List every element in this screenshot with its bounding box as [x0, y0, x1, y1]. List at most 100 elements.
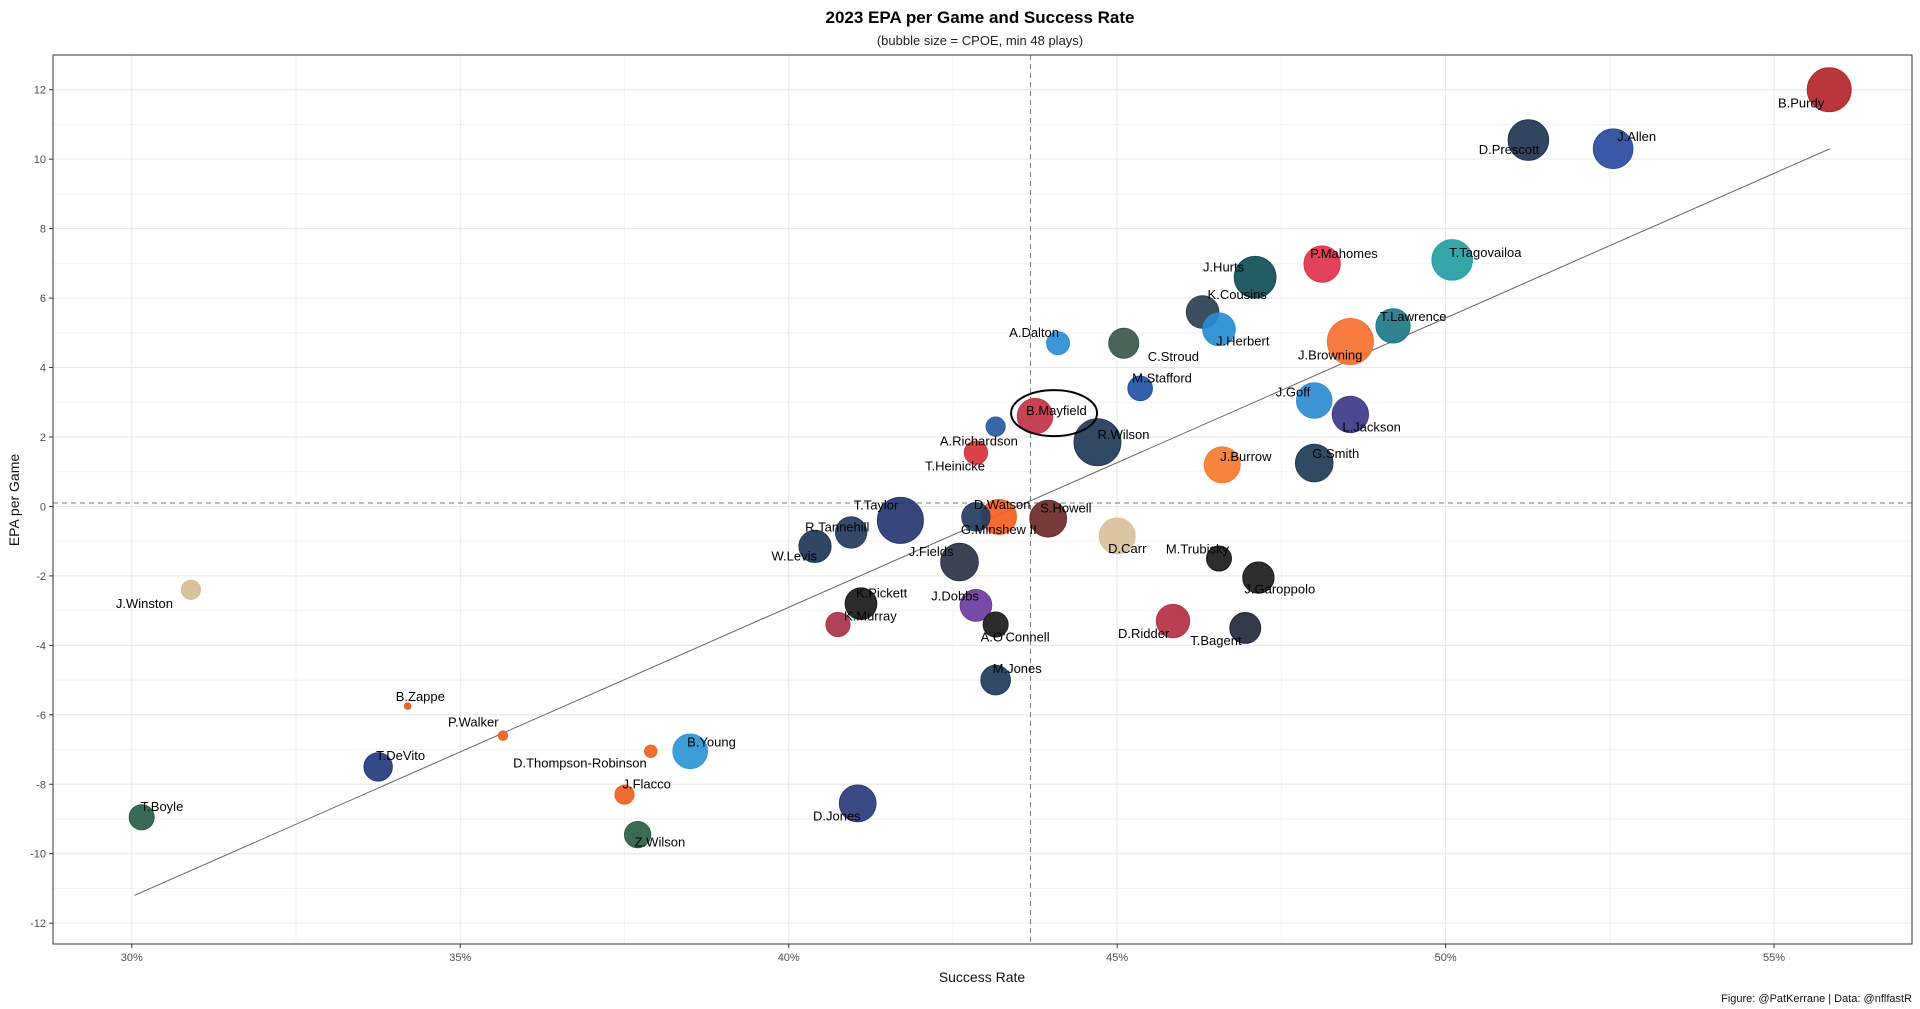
bubble — [838, 784, 877, 823]
point-label: A.Richardson — [940, 434, 1018, 449]
bubble — [497, 730, 509, 741]
y-tick-label: 10 — [34, 154, 46, 166]
highlight-ellipse — [1010, 389, 1099, 438]
point-label: B.Zappe — [396, 689, 445, 704]
y-tick-label: 4 — [40, 363, 46, 375]
bubble — [963, 440, 989, 465]
point-label: T.Taylor — [854, 497, 899, 512]
bubble — [1108, 327, 1140, 359]
panel-border — [52, 54, 1913, 945]
bubble — [798, 529, 832, 563]
point-label: B.Purdy — [1778, 96, 1825, 111]
bubble — [180, 579, 202, 600]
y-tick-label: 12 — [34, 85, 46, 97]
y-tick-label: 2 — [40, 432, 46, 444]
point-label: A.Dalton — [1009, 325, 1059, 340]
bubble — [1155, 603, 1191, 639]
point-label: R.Wilson — [1097, 427, 1149, 442]
bubble — [959, 589, 993, 622]
point-label: J.Flacco — [622, 777, 670, 792]
bubble — [1202, 312, 1236, 347]
bubble — [1127, 375, 1153, 402]
bubble — [940, 542, 979, 582]
chart-caption: Figure: @PatKerrane | Data: @nflfastR — [1721, 993, 1912, 1005]
x-tick-label: 45% — [1106, 952, 1128, 964]
highlight — [1010, 389, 1099, 438]
x-axis-label: Success Rate — [939, 969, 1026, 985]
bubble — [1229, 612, 1262, 644]
grid — [53, 55, 1912, 944]
point-label: J.Fields — [909, 544, 954, 559]
bubble — [844, 587, 878, 621]
point-label: J.Garoppolo — [1244, 582, 1315, 597]
point-label: D.Jones — [813, 808, 861, 823]
bubble — [1303, 245, 1341, 283]
point-label: J.Burrow — [1220, 449, 1272, 464]
bubble — [1046, 331, 1070, 356]
y-axis-ticks: -12 -10 -8 -6 -4 -2 0 2 4 6 8 10 12 — [30, 85, 53, 930]
x-tick-label: 35% — [449, 952, 471, 964]
point-label: P.Mahomes — [1310, 246, 1378, 261]
point-label: D.Ridder — [1118, 626, 1170, 641]
bubble — [1205, 545, 1232, 572]
point-label: T.DeVito — [376, 748, 425, 763]
x-tick-label: 50% — [1435, 952, 1457, 964]
point-label: P.Walker — [448, 715, 499, 730]
bubble — [1029, 499, 1068, 538]
point-label: J.Allen — [1617, 129, 1656, 144]
y-tick-label: 6 — [40, 293, 46, 305]
point-label: J.Hurts — [1203, 259, 1245, 274]
bubble — [1233, 255, 1277, 299]
point-label: L.Jackson — [1342, 419, 1401, 434]
y-tick-label: -4 — [36, 640, 46, 652]
point-label: T.Lawrence — [1380, 309, 1446, 324]
y-tick-label: 8 — [40, 224, 46, 236]
point-label: W.Levis — [771, 548, 817, 563]
point-label: R.Tannehill — [805, 519, 869, 534]
y-tick-label: -8 — [36, 779, 46, 791]
x-tick-label: 55% — [1763, 952, 1785, 964]
bubble — [1431, 239, 1473, 281]
bubble — [1507, 119, 1550, 161]
bubble — [624, 820, 652, 849]
point-label: T.Tagovailoa — [1449, 245, 1522, 260]
bubble — [403, 702, 412, 710]
bubble — [834, 516, 868, 549]
bubble — [1294, 443, 1334, 483]
bubble — [672, 733, 709, 770]
bubble — [825, 611, 851, 638]
point-label: T.Heinicke — [925, 459, 985, 474]
point-label: B.Young — [687, 734, 736, 749]
x-tick-label: 30% — [121, 952, 143, 964]
bubble — [980, 664, 1011, 696]
point-label: K.Cousins — [1208, 287, 1268, 302]
bubble — [1295, 382, 1333, 419]
bubbles — [128, 67, 1852, 849]
chart-subtitle: (bubble size = CPOE, min 48 plays) — [877, 33, 1083, 48]
y-tick-label: -10 — [30, 849, 46, 861]
point-label: D.Thompson-Robinson — [513, 755, 647, 770]
bubble — [363, 752, 393, 782]
point-label: J.Dobbs — [931, 588, 979, 603]
point-label: D.Prescott — [1479, 142, 1540, 157]
point-label: D.Watson — [974, 497, 1031, 512]
bubble — [614, 784, 635, 805]
bubble — [644, 744, 658, 758]
bubble — [985, 416, 1006, 437]
bubble — [1806, 67, 1852, 113]
point-label: S.Howell — [1040, 501, 1091, 516]
bubble — [961, 502, 991, 532]
y-tick-label: -6 — [36, 710, 46, 722]
bubble — [1331, 395, 1370, 434]
point-label: K.Murray — [844, 609, 897, 624]
y-tick-label: 0 — [40, 501, 46, 513]
point-label: T.Boyle — [141, 799, 184, 814]
point-label: G.Smith — [1312, 446, 1359, 461]
point-label: J.Goff — [1276, 385, 1311, 400]
bubble — [1326, 317, 1374, 365]
point-label: B.Mayfield — [1026, 403, 1087, 418]
bubble — [876, 496, 924, 544]
bubble — [128, 804, 155, 831]
